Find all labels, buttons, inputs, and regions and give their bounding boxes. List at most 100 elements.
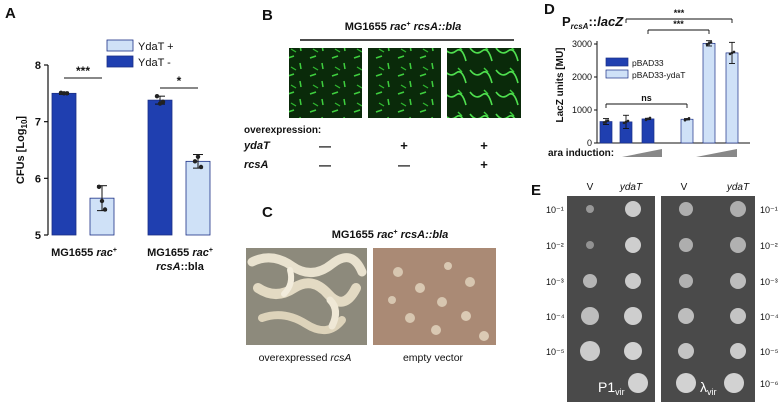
micrograph-2 (368, 48, 441, 118)
dilution-label-left: 10⁻⁴ (546, 312, 565, 322)
row-label-rcsa: rcsA (244, 159, 269, 171)
a-legend-label: YdaT - (138, 57, 171, 69)
panel-a-x-label-1: MG1655 rac+ (51, 247, 117, 259)
growth-spot (678, 308, 694, 324)
panel-e-plates (567, 196, 755, 402)
a-y-tick-label: 6 (35, 173, 41, 185)
a-data-point (199, 165, 203, 169)
panel-e-letter: E (531, 182, 541, 199)
growth-spot (730, 237, 746, 253)
panel-d-y-label: LacZ units [MU] (555, 48, 566, 123)
d-y-tick-label: 2000 (572, 72, 592, 82)
panel-a-x-label-2a: MG1655 rac+ (147, 247, 213, 259)
dilution-label-left: 10⁻¹ (546, 205, 564, 215)
panel-a-y-label: CFUs [Log10] (15, 116, 29, 185)
growth-spot (730, 343, 746, 359)
growth-spot (624, 342, 642, 360)
dilutions-right: 10⁻¹ 10⁻² 10⁻³ 10⁻⁴ 10⁻⁵ 10⁻⁶ (760, 205, 779, 389)
growth-spot (580, 341, 600, 361)
overexpression-header: overexpression: (244, 125, 321, 136)
growth-spot (628, 373, 648, 393)
micrograph-1 (289, 48, 362, 118)
a-legend-swatch (107, 56, 133, 67)
dilution-label-right: 10⁻⁴ (760, 312, 779, 322)
d-data-point (627, 120, 630, 123)
a-y-tick-label: 8 (35, 60, 41, 72)
mark-ydat-3: + (480, 138, 488, 153)
panel-b-title: MG1655 rac+ rcsA::bla (345, 21, 462, 33)
induction-wedge-2 (696, 149, 737, 157)
dilution-label-left: 10⁻³ (546, 277, 564, 287)
col-label-ydat-2: ydaT (726, 182, 750, 193)
d-bar (726, 53, 738, 143)
panel-c-title: MG1655 rac+ rcsA::bla (332, 229, 449, 241)
mark-ydat-2: + (400, 138, 408, 153)
a-data-point (100, 199, 104, 203)
d-y-tick-label: 3000 (572, 39, 592, 49)
a-legend-label: YdaT + (138, 41, 174, 53)
panel-d-letter: D (544, 1, 555, 18)
growth-spot (676, 373, 696, 393)
panel-d-x-label: ara induction: (548, 148, 614, 159)
panel-b: B MG1655 rac+ rcsA::bla overexpr (243, 7, 521, 172)
growth-spot (625, 237, 641, 253)
a-bar (186, 161, 210, 235)
plate-photo-overexpressed (246, 248, 367, 345)
panel-b-letter: B (262, 7, 273, 24)
mark-rcsa-3: + (480, 157, 488, 172)
d-y-tick-label: 0 (587, 138, 592, 148)
panel-e: E V ydaT V ydaT 10⁻¹ 10⁻² 10⁻³ 10⁻⁴ 10⁻⁵ 10⁻… (531, 182, 779, 402)
panel-a-x-label-2b: rcsA::bla (156, 261, 205, 273)
d-sig-label: *** (673, 19, 684, 29)
d-data-point (710, 41, 713, 44)
panel-d-title: PrcsA::lacZ (562, 14, 624, 31)
growth-spot (724, 373, 744, 393)
col-label-v-1: V (587, 182, 594, 193)
dilutions-left: 10⁻¹ 10⁻² 10⁻³ 10⁻⁴ 10⁻⁵ (546, 205, 565, 357)
d-sig-label: ns (641, 93, 652, 103)
d-data-point (649, 117, 652, 120)
panel-a-letter: A (5, 5, 16, 22)
panel-a-bars (52, 91, 210, 235)
a-bar (148, 100, 172, 235)
dilution-label-right: 10⁻⁵ (760, 347, 779, 357)
panel-a-significance: **** (64, 64, 198, 88)
d-data-point (688, 117, 691, 120)
panel-c-letter: C (262, 204, 273, 221)
a-data-point (161, 100, 165, 104)
d-bar (681, 119, 693, 143)
growth-spot (730, 308, 746, 324)
growth-spot (586, 241, 594, 249)
d-bar (703, 43, 715, 143)
d-data-point (733, 51, 736, 54)
growth-spot (583, 274, 597, 288)
a-data-point (193, 159, 197, 163)
panel-c: C MG1655 rac+ rcsA::bla overexpressed rc… (246, 204, 496, 364)
growth-spot (581, 307, 599, 325)
growth-spot (679, 238, 693, 252)
d-legend-swatch (606, 58, 628, 66)
d-legend-label: pBAD33 (632, 58, 664, 68)
plate-p1vir (567, 196, 655, 402)
plate-lambda (661, 196, 755, 402)
dilution-label-right: 10⁻² (760, 241, 778, 251)
d-legend-label: pBAD33-ydaT (632, 70, 685, 80)
mark-rcsa-1: — (319, 158, 331, 172)
col-label-v-2: V (681, 182, 688, 193)
d-y-tick-label: 1000 (572, 105, 592, 115)
dilution-label-left: 10⁻² (546, 241, 564, 251)
growth-spot (730, 273, 746, 289)
a-data-point (155, 94, 159, 98)
dilution-label-right: 10⁻¹ (760, 205, 778, 215)
growth-spot (679, 274, 693, 288)
plate-photo-empty-vector (373, 248, 496, 345)
panel-d: D PrcsA::lacZ 0 1000 2000 3000 LacZ units [… (544, 1, 750, 159)
a-y-tick-label: 7 (35, 117, 41, 129)
growth-spot (625, 273, 641, 289)
d-legend-swatch (606, 70, 628, 78)
a-data-point (65, 91, 69, 95)
d-sig-label: *** (674, 8, 685, 18)
mark-rcsa-2: — (398, 158, 410, 172)
col-label-ydat-1: ydaT (619, 182, 643, 193)
